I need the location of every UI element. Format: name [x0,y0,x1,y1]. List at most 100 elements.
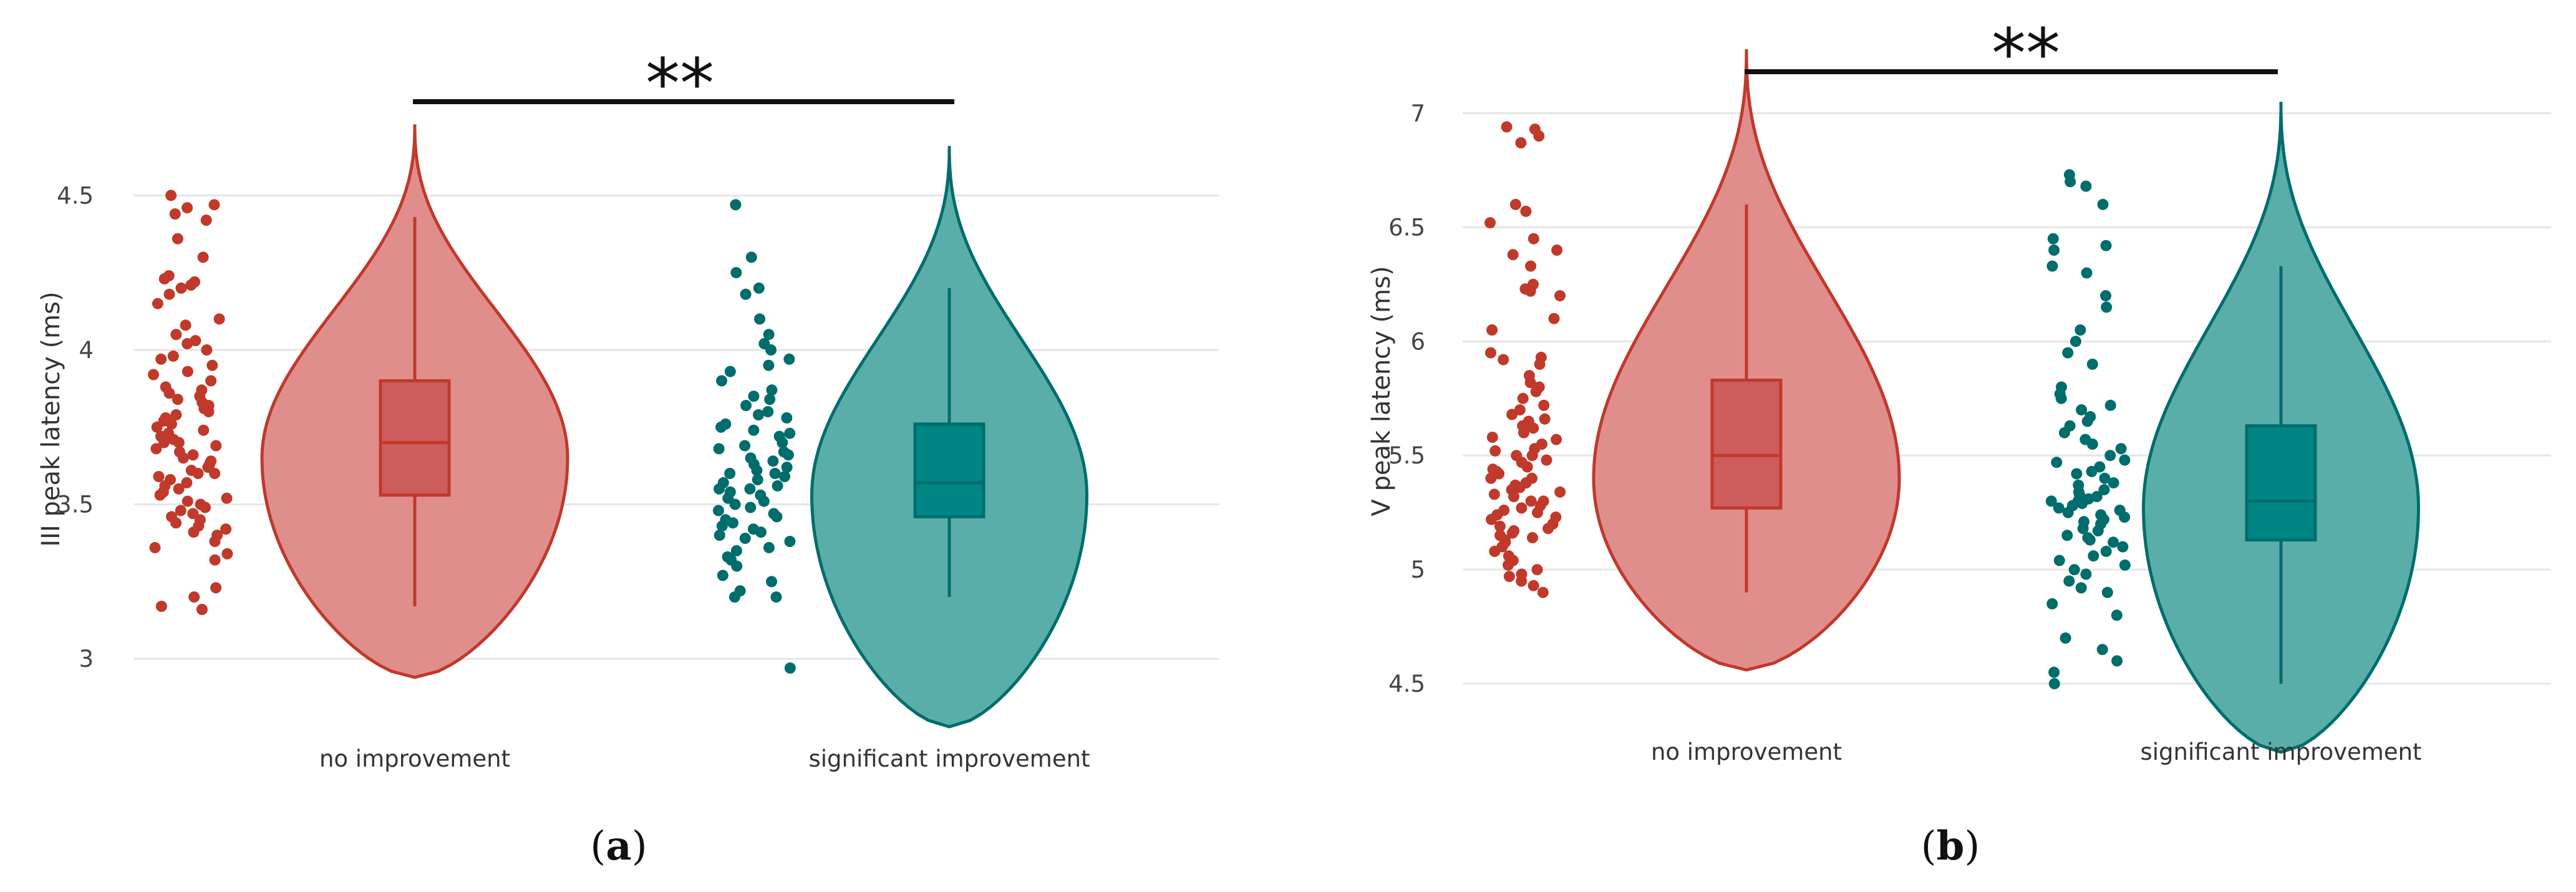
data-point [170,409,182,420]
data-point [2048,666,2060,678]
data-point [2076,404,2088,416]
data-point [1506,527,1518,539]
data-point [766,384,778,396]
data-point [2101,301,2113,313]
data-point [1485,472,1497,484]
data-point [1554,290,1566,302]
scatter-no-improvement [1484,121,1566,598]
category-label-no-improvement: no improvement [319,745,510,772]
scatter-no-improvement [148,190,233,615]
data-point [210,440,222,452]
data-point [2051,457,2063,468]
data-point [209,536,221,547]
box-no-improvement [1710,204,1783,593]
data-point [210,582,222,594]
data-point [167,350,179,362]
data-point [2104,450,2116,462]
data-point [739,533,751,544]
data-point [758,495,770,507]
data-point [745,251,757,263]
data-point [777,437,788,448]
data-point [748,424,760,436]
data-point [1528,422,1539,434]
data-point [712,505,724,516]
data-point [175,505,186,516]
data-point [180,319,191,331]
data-point [148,369,159,381]
data-point [716,375,727,387]
data-point [182,202,193,214]
data-point [2084,534,2096,546]
data-point [2092,525,2104,536]
data-point [740,400,752,412]
data-point [203,406,215,417]
data-point [187,449,199,461]
data-point [769,468,781,479]
data-point [727,517,738,529]
data-point [2086,358,2098,370]
data-point [170,517,182,529]
y-axis-title: III peak latency (ms) [37,291,65,546]
y-tick-label: 4.5 [57,182,94,209]
data-point [730,267,742,279]
data-point [200,502,211,513]
data-point [2058,427,2070,439]
data-point [2063,575,2075,587]
data-point [153,471,165,482]
data-point [200,215,212,226]
data-point [197,251,209,263]
data-point [765,344,777,356]
data-point [1516,502,1528,514]
data-point [714,483,725,495]
data-point [739,440,751,452]
y-tick-labels: 3 3.5 4 4.5 [57,182,94,672]
data-point [192,468,204,479]
data-point [2075,582,2087,594]
data-point [1501,121,1513,133]
y-axis-title: V peak latency (ms) [1367,266,1396,516]
data-point [2119,559,2131,571]
significance-stars: ** [646,44,714,124]
data-point [1541,454,1552,466]
data-point [158,273,170,284]
data-point [1489,545,1501,557]
data-point [2088,550,2099,562]
data-point [1526,450,1538,462]
data-point [155,353,167,365]
data-point [206,359,218,371]
data-point [165,190,177,201]
data-point [763,359,775,371]
data-point [149,541,161,553]
data-point [150,443,162,455]
data-point [2081,415,2093,427]
data-point [784,536,796,547]
data-point [784,427,796,439]
data-point [1554,486,1566,498]
data-point [1517,392,1529,404]
data-point [185,279,197,291]
data-point [716,520,728,532]
iqr-box-significant-improvement [2245,424,2317,542]
data-point [2048,245,2060,256]
data-point [152,298,163,309]
y-tick-label: 3.5 [57,492,94,518]
data-point [177,452,189,464]
y-tick-label: 4 [79,337,94,364]
data-point [1531,564,1543,576]
data-point [1525,495,1537,507]
data-point [713,443,725,455]
data-point [751,465,763,477]
scatter-significant-improvement [712,199,796,674]
data-point [2108,536,2119,548]
data-point [2068,564,2080,576]
data-point [2076,498,2088,510]
data-point [1525,260,1537,272]
data-point [213,313,225,325]
data-point [1515,137,1527,148]
data-point [173,437,185,448]
data-point [1524,377,1536,389]
data-point [1484,217,1496,229]
data-point [1542,523,1554,535]
data-point [2100,240,2112,251]
category-label-significant-improvement: significant improvement [808,745,1090,772]
